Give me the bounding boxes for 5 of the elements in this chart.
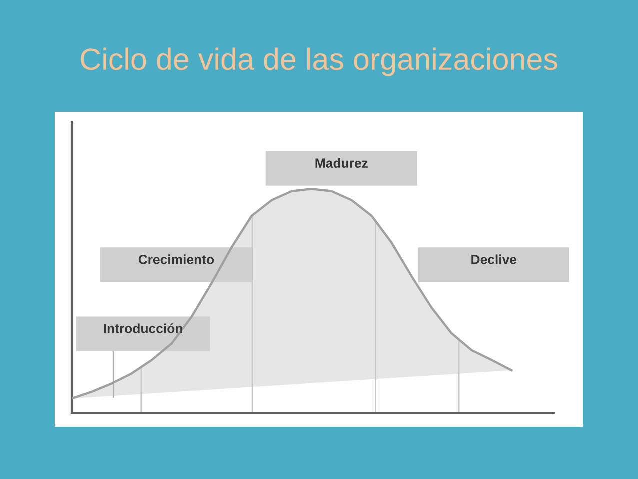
annotation: Crecimiento <box>138 254 214 264</box>
annotation: Declive <box>472 254 517 264</box>
chart-title: Ciclo de vida de las organizaciones <box>81 48 558 76</box>
annotation: Introducción <box>104 324 182 334</box>
text: Madurez <box>316 158 368 168</box>
